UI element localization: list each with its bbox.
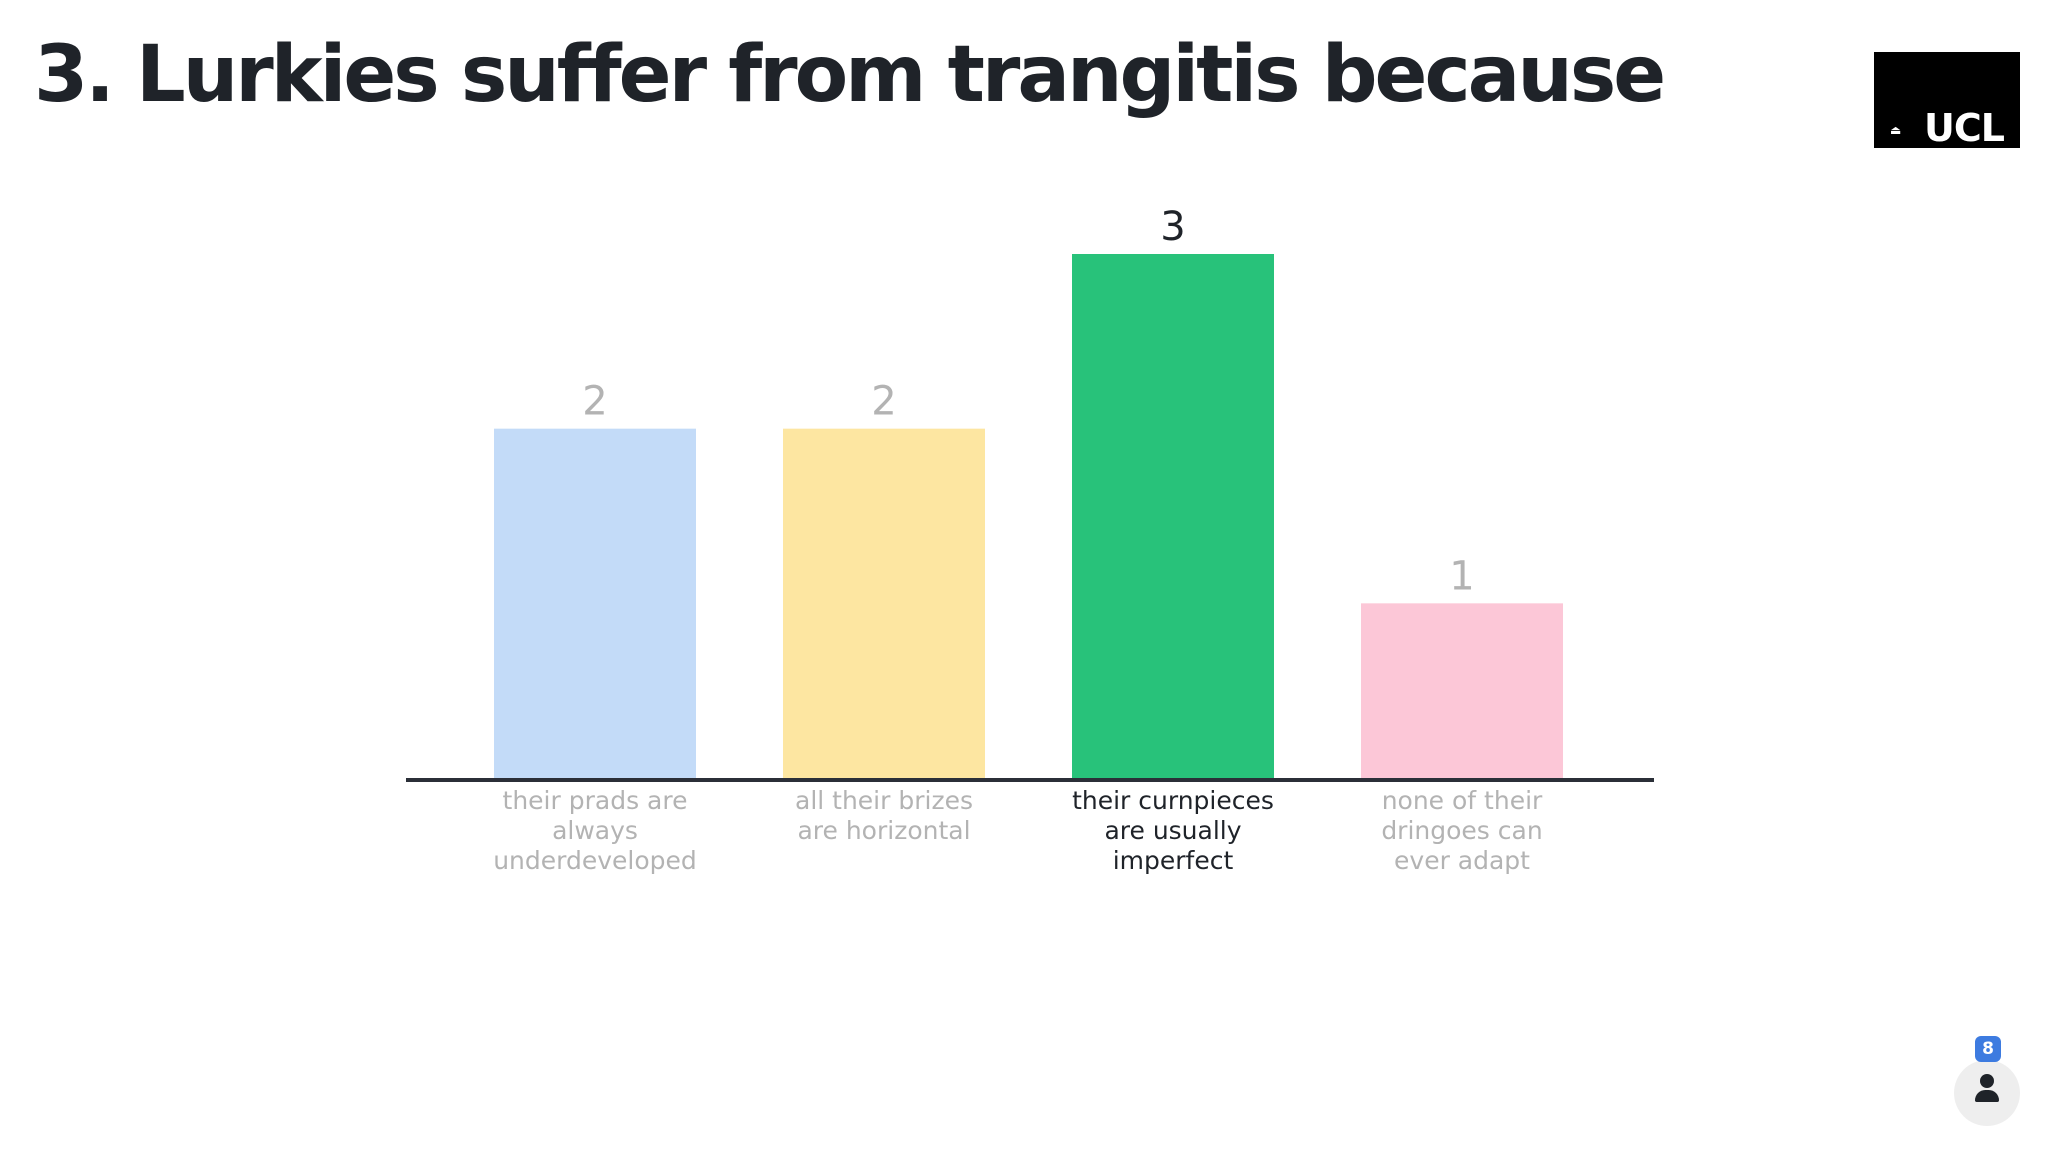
ucl-logo-text: UCL [1924,106,2005,150]
person-icon [1980,1074,1994,1088]
avatar[interactable] [1954,1060,2020,1126]
bar-2 [783,428,985,778]
category-label-3: their curnpieces are usually imperfect [1072,786,1274,875]
category-label-line: their prads are [503,786,688,815]
bar-3 [1072,254,1274,778]
category-label-line: imperfect [1113,846,1234,875]
category-label-line: none of their [1382,786,1543,815]
category-label-1: their prads are always underdeveloped [493,786,697,875]
category-label-line: all their brizes [795,786,973,815]
bar-value-label-3: 3 [1160,204,1185,250]
category-label-line: their curnpieces [1072,786,1274,815]
person-icon-body [1975,1090,1999,1102]
bar-1 [494,428,696,778]
ucl-portico-icon: ⏏ [1890,123,1902,137]
category-label-2: all their brizes are horizontal [795,786,973,845]
bar-value-label-2: 2 [871,379,896,425]
ucl-logo: ⏏ UCL [1874,52,2020,148]
category-label-line: underdeveloped [493,846,697,875]
bar-value-label-4: 1 [1449,553,1474,599]
bar-value-label-1: 2 [582,379,607,425]
participant-count-widget[interactable]: 8 [1954,1036,2022,1126]
category-label-line: dringoes can [1381,816,1542,845]
category-label-line: always [552,816,638,845]
slide-title: 3. Lurkies suffer from trangitis because [34,30,1666,120]
category-label-4: none of their dringoes can ever adapt [1381,786,1543,875]
category-label-line: are usually [1104,816,1241,845]
category-label-line: ever adapt [1394,846,1530,875]
participant-count-badge: 8 [1975,1036,2001,1062]
category-label-line: are horizontal [797,816,970,845]
bar-4 [1361,603,1563,778]
